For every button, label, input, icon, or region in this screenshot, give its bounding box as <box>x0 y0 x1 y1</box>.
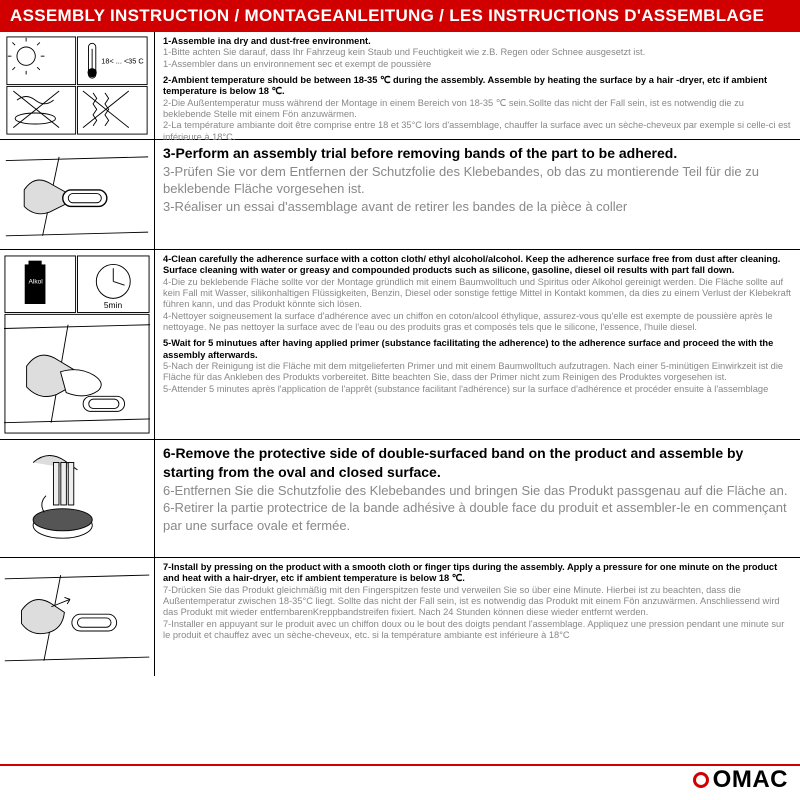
step2-en: 2-Ambient temperature should be between … <box>163 75 792 98</box>
step-6-row: 6-Remove the protective side of double-s… <box>0 440 800 558</box>
step3-en: 3-Perform an assembly trial before remov… <box>163 144 792 163</box>
step-1-2-text: 1-Assemble ina dry and dust-free environ… <box>155 32 800 139</box>
step-7-illustration <box>0 558 155 676</box>
step4-en: 4-Clean carefully the adherence surface … <box>163 254 792 277</box>
step-4-5-illustration: Alkol 5min <box>0 250 155 439</box>
step2-de: 2-Die Außentemperatur muss während der M… <box>163 98 792 121</box>
step-6-illustration <box>0 440 155 557</box>
step5-de: 5-Nach der Reinigung ist die Fläche mit … <box>163 361 792 384</box>
bottle-label: Alkol <box>28 278 43 285</box>
step-3-illustration <box>0 140 155 249</box>
step-1-2-illustration: 18< ... <35 C <box>0 32 155 139</box>
logo-ring-icon <box>693 772 709 788</box>
page-title: ASSEMBLY INSTRUCTION / MONTAGEANLEITUNG … <box>0 0 800 32</box>
step5-en: 5-Wait for 5 minutues after having appli… <box>163 338 792 361</box>
step7-de: 7-Drücken Sie das Produkt gleichmäßig mi… <box>163 585 792 619</box>
step-3-row: 3-Perform an assembly trial before remov… <box>0 140 800 250</box>
timer-label: 5min <box>104 300 123 310</box>
step4-de: 4-Die zu beklebende Fläche sollte vor de… <box>163 277 792 311</box>
step-4-5-row: Alkol 5min 4-Clean carefully the adheren… <box>0 250 800 440</box>
step4-fr: 4-Nettoyer soigneusement la surface d'ad… <box>163 311 792 334</box>
temp-range-label: 18< ... <35 C <box>101 57 144 66</box>
footer-divider <box>0 764 800 766</box>
step7-en: 7-Install by pressing on the product wit… <box>163 562 792 585</box>
step5-fr: 5-Attender 5 minutes après l'application… <box>163 384 792 395</box>
step7-fr: 7-Installer en appuyant sur le produit a… <box>163 619 792 642</box>
step-4-5-text: 4-Clean carefully the adherence surface … <box>155 250 800 439</box>
brand-logo: OMAC <box>693 766 788 794</box>
step3-de: 3-Prüfen Sie vor dem Entfernen der Schut… <box>163 163 792 198</box>
logo-text: OMAC <box>713 766 788 794</box>
step3-fr: 3-Réaliser un essai d'assemblage avant d… <box>163 198 792 216</box>
step-1-2-row: 18< ... <35 C 1-Assemble ina dry and dus… <box>0 32 800 140</box>
step-3-text: 3-Perform an assembly trial before remov… <box>155 140 800 249</box>
step1-de: 1-Bitte achten Sie darauf, dass Ihr Fahr… <box>163 47 792 58</box>
step6-de: 6-Entfernen Sie die Schutzfolie des Kleb… <box>163 482 792 500</box>
step-7-text: 7-Install by pressing on the product wit… <box>155 558 800 676</box>
step1-en: 1-Assemble ina dry and dust-free environ… <box>163 36 792 47</box>
step1-fr: 1-Assembler dans un environnement sec et… <box>163 59 792 70</box>
step6-en: 6-Remove the protective side of double-s… <box>163 444 792 482</box>
step-6-text: 6-Remove the protective side of double-s… <box>155 440 800 557</box>
step6-fr: 6-Retirer la partie protectrice de la ba… <box>163 499 792 534</box>
step-7-row: 7-Install by pressing on the product wit… <box>0 558 800 676</box>
